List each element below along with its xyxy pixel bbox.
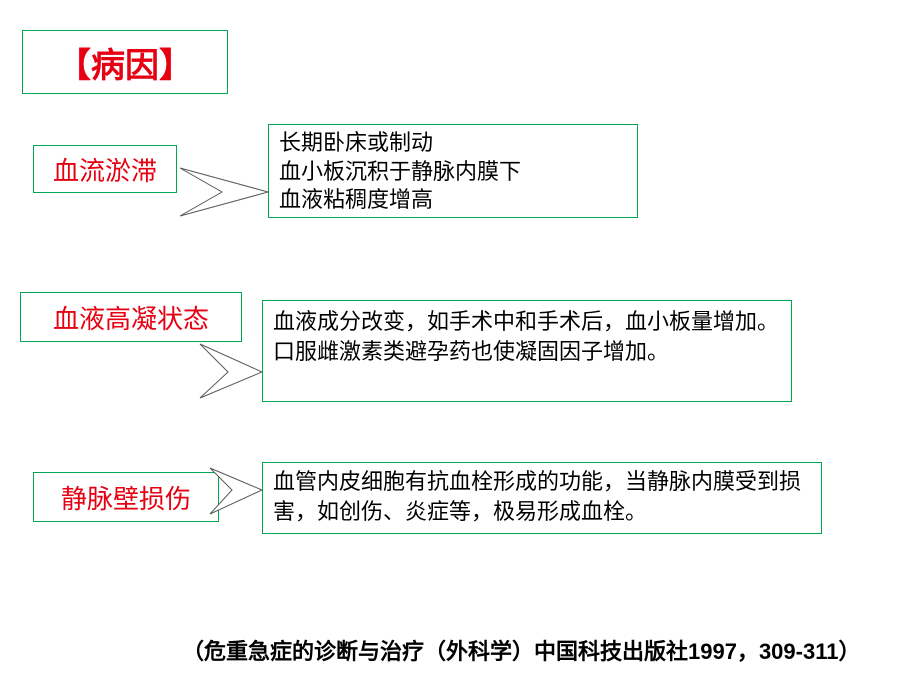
footer-citation: （危重急症的诊断与治疗（外科学）中国科技出版社1997，309-311）	[182, 634, 902, 666]
desc-line: 血管内皮细胞有抗血栓形成的功能，当静脉内膜受到损害，如创伤、炎症等，极易形成血栓…	[273, 467, 811, 526]
desc-box-3: 血管内皮细胞有抗血栓形成的功能，当静脉内膜受到损害，如创伤、炎症等，极易形成血栓…	[262, 462, 822, 534]
callout-poly-3	[210, 468, 262, 514]
slide-stage: 【病因】 血流淤滞 长期卧床或制动 血小板沉积于静脉内膜下 血液粘稠度增高 血液…	[0, 0, 920, 690]
footer-text: （危重急症的诊断与治疗（外科学）中国科技出版社1997，309-311）	[182, 639, 860, 664]
callout-3	[0, 0, 920, 690]
